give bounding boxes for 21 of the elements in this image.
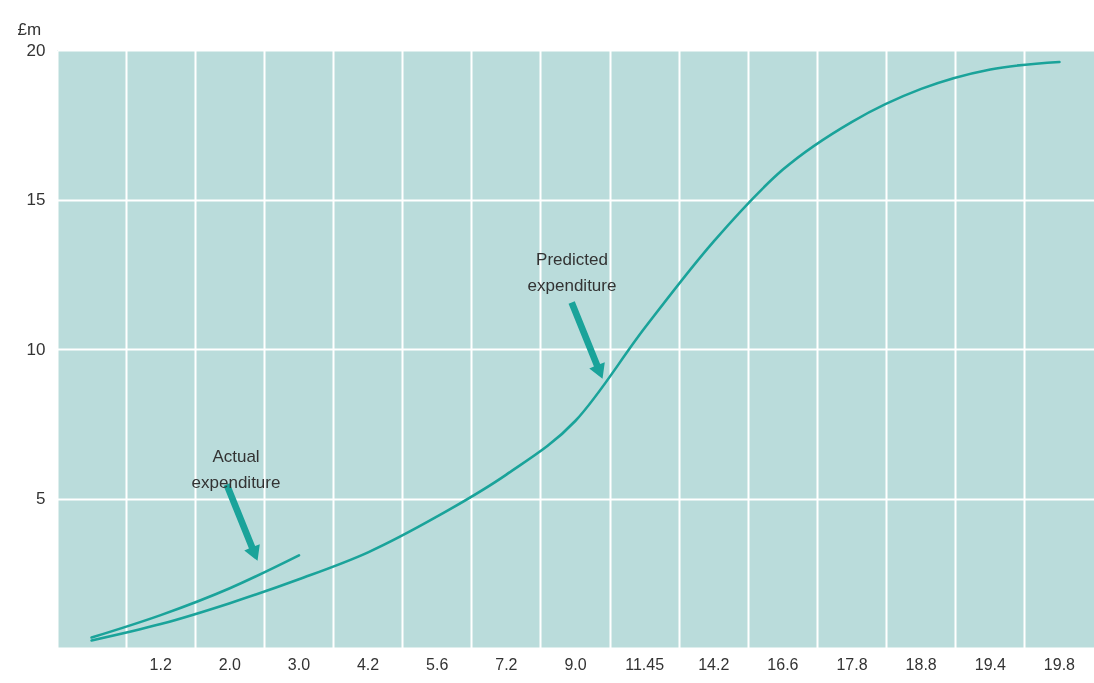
x-tick-label: 19.8 — [1043, 655, 1076, 673]
y-tick-label: 5 — [36, 489, 46, 508]
x-tick-label: 2.0 — [218, 655, 242, 673]
x-tick-label: 11.45 — [625, 655, 665, 673]
x-tick-label: 7.2 — [495, 655, 518, 673]
x-tick-label: 16.6 — [767, 655, 799, 673]
y-tick-label: 20 — [26, 40, 46, 60]
annotation: Predicted expenditure — [527, 250, 617, 295]
x-tick-label: 17.8 — [836, 655, 868, 673]
x-tick-label: 1.2 — [149, 655, 172, 673]
x-tick-label: 4.2 — [356, 655, 380, 673]
y-tick-label: 10 — [26, 339, 46, 359]
x-tick-label: 18.8 — [905, 655, 937, 673]
x-tick-label: 9.0 — [564, 655, 587, 673]
x-tick-label: 3.0 — [287, 655, 311, 673]
x-tick-label: 14.2 — [698, 655, 730, 673]
annotation: Actual expenditure — [191, 447, 281, 492]
y-tick-label: 15 — [26, 190, 46, 209]
y-axis-title: £m — [17, 19, 42, 39]
x-tick-label: 5.6 — [426, 655, 449, 673]
x-tick-label: 19.4 — [974, 655, 1006, 673]
